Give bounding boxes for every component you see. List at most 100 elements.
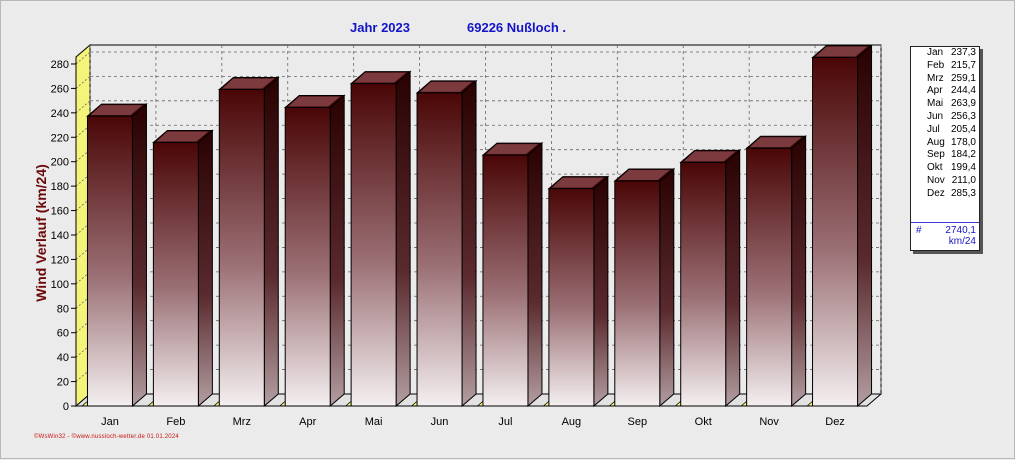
y-gridline-side (75, 295, 91, 309)
bar (680, 161, 727, 407)
bar (218, 89, 265, 407)
y-tick-label: 20 (57, 377, 69, 389)
x-tick-label: Sep (628, 416, 648, 428)
legend-month: Jul (927, 123, 940, 135)
legend-panel: Jan 237,3 Feb 215,7 Mrz 259,1 Apr 244,4 Mai 263,9… (910, 46, 980, 251)
y-gridline-side (75, 124, 91, 138)
bar-top-highlight (420, 81, 473, 92)
legend-entry: Aug 178,0 (911, 137, 979, 150)
legend-month: Aug (927, 136, 945, 148)
footer-credit: ©WsWin32 - ©www.nussloch-wetter.de 01.01… (34, 434, 179, 440)
bar-side (461, 79, 477, 408)
y-gridline-side (75, 51, 91, 65)
legend-month: Jun (927, 110, 944, 122)
x-tick-label: Feb (166, 416, 185, 428)
bar-side (725, 149, 741, 408)
bar-side (197, 129, 213, 408)
x-tick-label: Nov (759, 416, 779, 428)
bar (350, 83, 397, 407)
y-tick-label: 100 (51, 279, 69, 291)
y-tick-label: 200 (51, 157, 69, 169)
legend-value: 259,1 (950, 72, 976, 84)
legend-value: 263,9 (950, 98, 976, 110)
y-gridline-side (75, 320, 91, 334)
bar-side (527, 142, 543, 408)
legend-entry: Jun 256,3 (911, 111, 979, 124)
y-gridline-side (75, 100, 91, 114)
legend-value: 184,2 (950, 149, 976, 161)
bar-side (857, 44, 873, 408)
y-gridline-side (75, 344, 91, 358)
legend-entry: Feb 215,7 (911, 60, 979, 73)
y-gridline-side (75, 369, 91, 382)
y-gridline-side (75, 222, 91, 236)
bar-top-highlight (485, 144, 538, 155)
bar (548, 188, 595, 407)
x-tick-label: Jan (101, 416, 119, 428)
bar-top-highlight (156, 131, 209, 142)
bar (416, 92, 463, 407)
legend-month: Sep (927, 149, 945, 161)
legend-month: Mrz (927, 72, 944, 84)
bar (614, 180, 661, 407)
legend-entry: Okt 199,4 (911, 162, 979, 175)
y-tick-label: 240 (51, 108, 69, 120)
y-gridline-side (75, 271, 91, 285)
y-gridline-side (75, 149, 91, 162)
bar-top-highlight (222, 78, 275, 89)
y-tick-label: 160 (51, 206, 69, 218)
legend-month: Okt (927, 162, 943, 174)
x-tick-label: Dez (825, 416, 845, 428)
bar-side (263, 76, 279, 408)
legend-value: 178,0 (950, 136, 976, 148)
bar-top-highlight (815, 46, 868, 57)
y-tick-label: 140 (51, 230, 69, 242)
x-tick-label: Mai (365, 416, 383, 428)
bar-top-highlight (749, 137, 802, 148)
x-tick-label: Okt (695, 416, 712, 428)
y-tick-label: 80 (57, 303, 69, 315)
legend-value: 199,4 (950, 162, 976, 174)
bar-side (329, 94, 345, 408)
bar-top-highlight (617, 169, 670, 180)
legend-value: 285,3 (950, 187, 976, 199)
chart-title-station: 69226 Nußloch . (467, 20, 566, 35)
legend-total-unit: km/24 (948, 236, 976, 247)
y-tick-label: 40 (57, 352, 69, 364)
legend-value: 244,4 (950, 85, 976, 97)
legend-month: Nov (927, 174, 945, 186)
legend-month: Jan (927, 47, 944, 58)
legend-month: Dez (927, 187, 945, 199)
legend-month: Mai (927, 98, 944, 110)
y-gridline-side (75, 198, 91, 211)
y-tick-label: 280 (51, 59, 69, 71)
bar-side (791, 135, 807, 408)
legend-entry: Sep 184,2 (911, 149, 979, 162)
bar (812, 57, 859, 407)
legend-value: 256,3 (950, 110, 976, 122)
y-tick-label: 260 (51, 83, 69, 95)
bar-top-highlight (354, 72, 407, 83)
bar-top-highlight (683, 151, 736, 162)
chart-title-year: Jahr 2023 (350, 20, 410, 35)
legend-divider (911, 222, 979, 223)
bar-side (131, 103, 147, 408)
legend-entry: Nov 211,0 (911, 175, 979, 188)
legend-rows: Jan 237,3 Feb 215,7 Mrz 259,1 Apr 244,4 Mai 263,9… (911, 47, 979, 201)
legend-value: 211,0 (951, 174, 976, 186)
y-tick-label: 220 (51, 132, 69, 144)
bar-side (659, 167, 675, 408)
y-gridline-side (75, 247, 91, 260)
x-tick-label: Aug (562, 416, 582, 428)
bar (152, 142, 199, 407)
bar-side (593, 175, 609, 408)
legend-value: 215,7 (950, 59, 976, 71)
x-tick-label: Jul (498, 416, 512, 428)
y-tick-label: 60 (57, 328, 69, 340)
legend-entry: Jan 237,3 (911, 47, 979, 60)
y-tick-label: 120 (51, 254, 69, 266)
x-tick-label: Apr (299, 416, 316, 428)
legend-entry: Dez 285,3 (911, 188, 979, 201)
bar (284, 106, 331, 407)
bar-top-highlight (551, 177, 604, 188)
